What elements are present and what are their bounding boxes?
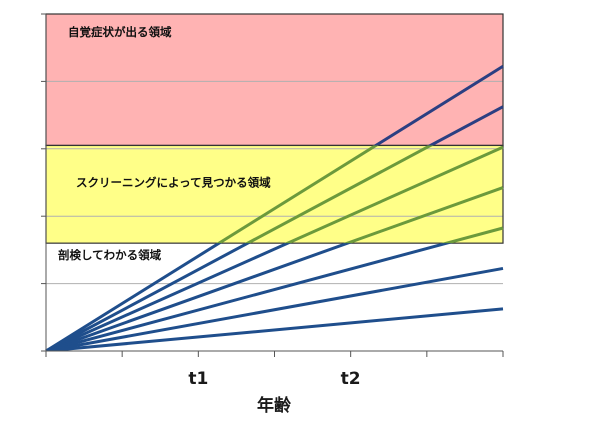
series-line-segment [216, 145, 379, 244]
regions-layer [46, 14, 503, 351]
series-line-segment [45, 243, 453, 351]
series-line-5 [45, 226, 504, 351]
series-line-2 [45, 105, 504, 351]
series-line-segment [45, 243, 352, 351]
region-white [46, 243, 503, 351]
series-line-segment [343, 186, 504, 244]
series-line-7 [45, 307, 504, 351]
series-line-segment [45, 266, 504, 351]
x-tick-label-t1: t1 [188, 369, 208, 389]
region-label-screening: スクリーニングによって見つかる領域 [76, 175, 271, 189]
series-line-segment [45, 307, 504, 351]
series-line-segment [45, 243, 251, 351]
series-layer [45, 64, 504, 351]
x-tick-label-t2: t2 [341, 369, 361, 389]
region-label-symptomatic: 自覚症状が出る領域 [68, 25, 172, 39]
series-line-segment [373, 64, 504, 146]
series-line-1 [45, 64, 504, 351]
series-line-segment [244, 145, 434, 244]
region-label-autopsy: 剖検してわかる領域 [58, 248, 162, 262]
series-line-3 [45, 145, 504, 351]
series-line-6 [45, 266, 504, 351]
series-line-segment [284, 145, 504, 244]
series-line-segment [45, 243, 222, 351]
series-line-segment [45, 243, 292, 351]
region-pink [46, 14, 503, 146]
region-yellow [46, 145, 503, 244]
x-axis-title: 年齢 [257, 395, 292, 416]
series-line-4 [45, 186, 504, 351]
axes-layer [41, 13, 504, 357]
